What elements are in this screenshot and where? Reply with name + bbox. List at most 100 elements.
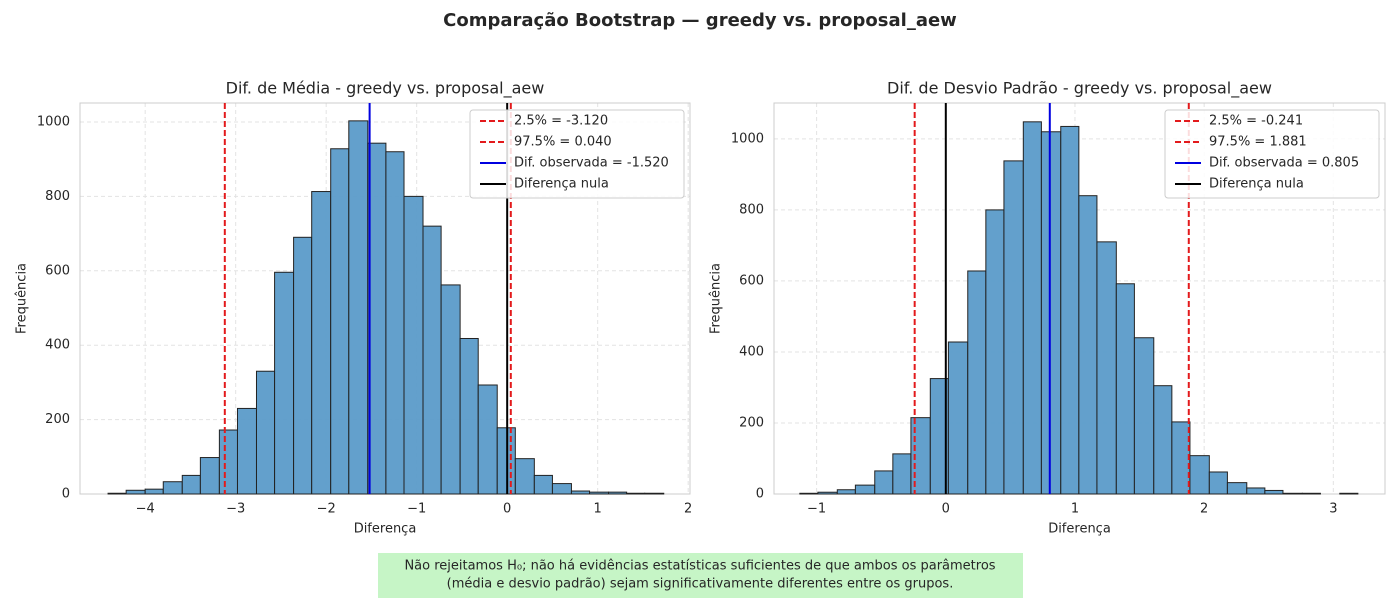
histogram-bar [1003,160,1024,495]
histogram-bar [1115,283,1135,495]
x-axis-label: Diferença [1048,522,1111,537]
histogram-bar [589,491,610,495]
chart-title: Dif. de Desvio Padrão - greedy vs. propo… [887,79,1272,99]
histogram-bar [892,453,912,495]
histogram-bar [422,225,442,495]
histogram-bar [1282,492,1303,495]
legend-label: 97.5% = 1.881 [1209,135,1307,150]
histogram-bar [218,429,238,495]
histogram-bar [1208,471,1228,495]
legend-label: 97.5% = 0.040 [514,135,612,150]
histogram-bar [570,490,591,495]
legend-label: Diferença nula [1209,177,1304,192]
histogram-bar [459,337,479,495]
y-tick-label: 600 [739,273,764,288]
x-tick-label: −3 [226,502,245,517]
histogram-bar [967,270,987,495]
chart-title: Dif. de Média - greedy vs. proposal_aew [226,79,545,99]
y-axis-label: Frequência [709,263,724,334]
histogram-bar [1226,482,1248,495]
y-tick-label: 1000 [731,131,764,146]
note-box [378,553,1023,598]
histogram-bar [1060,125,1080,495]
histogram-bar [293,236,313,495]
legend-box [469,109,685,199]
histogram-bar [1189,455,1210,495]
y-tick-label: 800 [45,189,70,204]
histogram-bar [608,491,628,495]
histogram-bar [514,458,535,495]
histogram-bar [1078,195,1098,495]
histogram-bar [854,484,876,495]
histogram-bar [107,492,127,495]
histogram-bar [947,341,969,495]
histogram-bar [533,474,553,495]
legend-box [1164,109,1380,199]
y-tick-label: 200 [45,412,70,427]
y-tick-label: 600 [45,263,70,278]
x-tick-label: 0 [503,502,511,517]
histogram-bar [799,492,819,495]
histogram-bar [477,384,498,495]
x-tick-label: −1 [407,502,426,517]
y-tick-label: 0 [756,487,764,502]
legend-label: Dif. observada = 0.805 [1209,156,1359,171]
histogram-bar [1171,421,1191,495]
x-tick-label: −4 [136,502,155,517]
histogram-bar [1264,489,1284,495]
y-tick-label: 400 [45,338,70,353]
x-tick-label: 0 [942,502,950,517]
legend-label: Diferença nula [514,177,609,192]
histogram-bar [144,488,164,495]
histogram-bar [1153,385,1173,495]
legend-label: 2.5% = -0.241 [1209,114,1303,129]
x-tick-label: 2 [684,502,692,517]
histogram-bar [181,474,201,495]
histogram-bar [1096,241,1117,495]
histogram-bar [626,492,646,495]
histogram-bar [440,284,461,495]
y-tick-label: 400 [739,344,764,359]
histogram-bar [985,209,1005,495]
y-tick-label: 0 [62,487,70,502]
histogram-bar [403,195,424,495]
histogram-bar [385,151,405,495]
histogram-bar [311,191,332,495]
histogram-bar [1246,487,1266,495]
x-tick-label: 2 [1200,502,1208,517]
histogram-bar [1022,121,1042,495]
x-tick-label: −1 [807,502,826,517]
x-tick-label: −2 [317,502,336,517]
y-tick-label: 800 [739,202,764,217]
histogram-bar [817,491,838,495]
legend-label: Dif. observada = -1.520 [514,156,669,171]
histogram-bar [644,492,665,495]
histogram-bar [236,407,257,495]
x-tick-label: 1 [1071,502,1079,517]
histogram-bar [1040,131,1062,495]
histogram-bar [125,489,146,495]
histogram-bar [274,271,295,495]
histogram-bar [255,370,276,495]
histogram-bar [330,148,350,495]
histogram-bar [874,470,894,495]
figure-title: Comparação Bootstrap — greedy vs. propos… [443,10,957,31]
histogram-bar [1339,492,1359,495]
histogram-bar [348,120,369,495]
y-axis-label: Frequência [15,263,30,334]
histogram-bar [551,483,572,495]
histogram-bar [162,481,183,495]
x-tick-label: 3 [1329,502,1337,517]
y-tick-label: 1000 [37,114,70,129]
note: Não rejeitamos H₀; não há evidências est… [404,559,995,574]
x-tick-label: 1 [594,502,602,517]
y-tick-label: 200 [739,415,764,430]
histogram-bar [836,489,856,495]
legend-label: 2.5% = -3.120 [514,114,608,129]
note: (média e desvio padrão) sejam significat… [447,577,954,592]
histogram-bar [1301,492,1321,495]
histogram-bar [199,457,220,495]
x-axis-label: Diferença [354,522,417,537]
histogram-bar [1133,337,1155,495]
